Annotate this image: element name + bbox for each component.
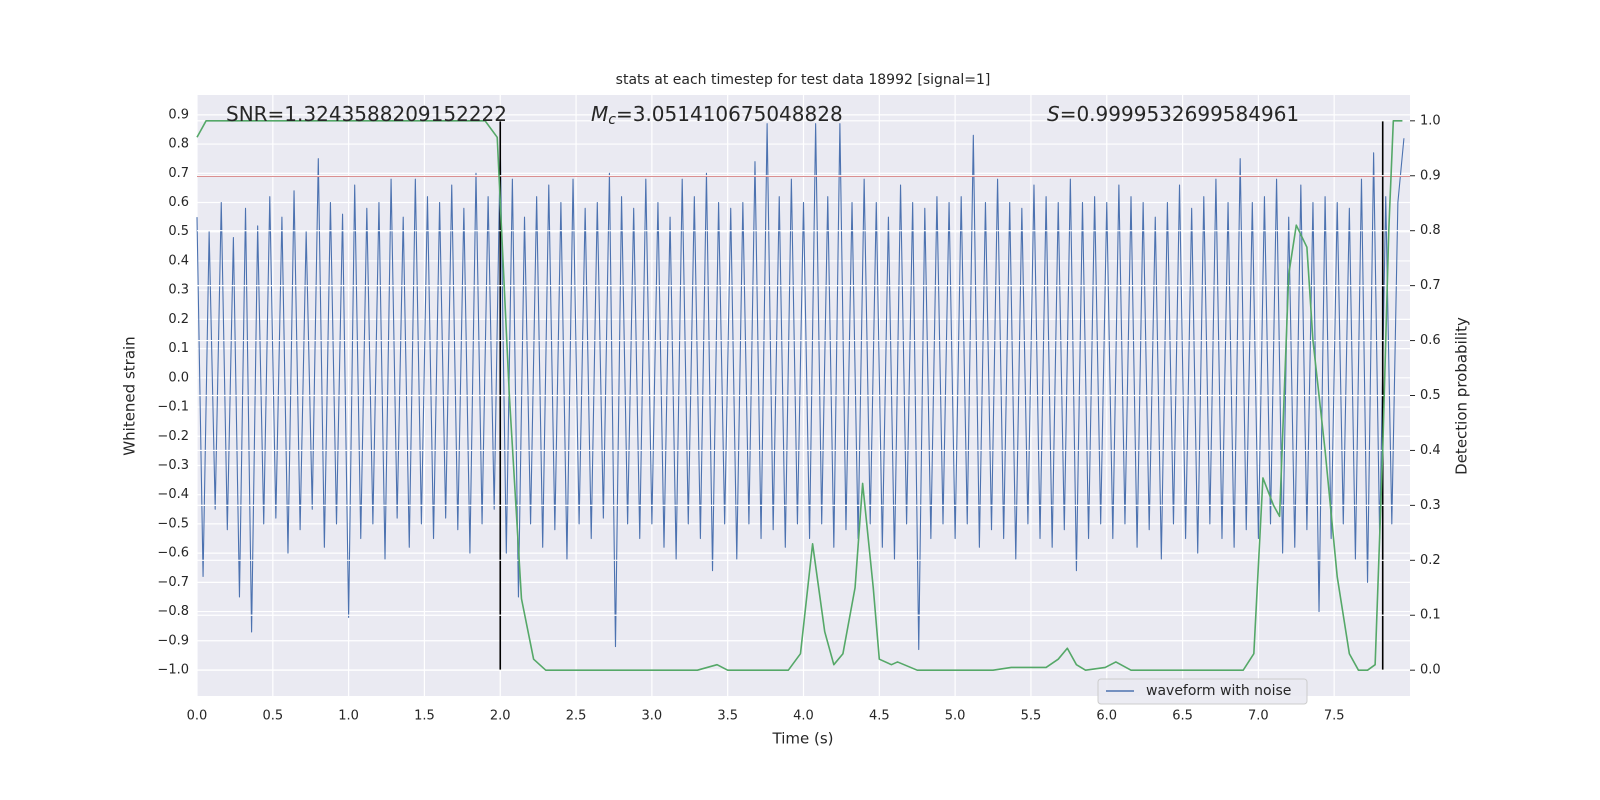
y2-tick-label: 0.1 — [1420, 608, 1441, 623]
y-tick-label: −0.7 — [157, 575, 189, 590]
y-tick-label: 0.2 — [168, 312, 189, 327]
x-tick-label: 4.0 — [793, 709, 814, 724]
x-tick-label: 1.0 — [338, 709, 359, 724]
annotation-symbol: M — [591, 102, 608, 126]
y-tick-label: −0.2 — [157, 429, 189, 444]
legend-label: waveform with noise — [1146, 683, 1291, 699]
y-tick-label: −1.0 — [157, 662, 189, 677]
annotation: SNR=1.3243588209152222 — [226, 102, 507, 126]
annotation-subscript: c — [608, 112, 616, 128]
x-tick-label: 0.5 — [262, 709, 283, 724]
y-tick-label: −0.6 — [157, 546, 189, 561]
annotation-text: =0.9999532699584961 — [1060, 102, 1299, 126]
x-tick-label: 0.0 — [187, 709, 208, 724]
y-tick-label: −0.4 — [157, 487, 189, 502]
x-tick-label: 7.0 — [1248, 709, 1269, 724]
y-tick-label: 0.1 — [168, 341, 189, 356]
chart-title: stats at each timestep for test data 189… — [616, 72, 991, 88]
x-axis-label: Time (s) — [772, 730, 834, 748]
x-tick-label: 5.0 — [945, 709, 966, 724]
y-tick-label: 0.0 — [168, 370, 189, 385]
y2-tick-label: 1.0 — [1420, 113, 1441, 128]
x-tick-label: 7.5 — [1324, 709, 1345, 724]
x-tick-label: 3.0 — [642, 709, 663, 724]
annotation: S=0.9999532699584961 — [1047, 102, 1299, 126]
annotation: Mc=3.051410675048828 — [591, 102, 843, 129]
y-tick-label: 0.5 — [168, 224, 189, 239]
y-tick-label: −0.8 — [157, 604, 189, 619]
y-tick-label: 0.8 — [168, 137, 189, 152]
x-tick-label: 1.5 — [414, 709, 435, 724]
y2-tick-label: 0.7 — [1420, 278, 1441, 293]
y2-tick-label: 0.6 — [1420, 333, 1441, 348]
y2-tick-label: 0.3 — [1420, 498, 1441, 513]
x-tick-label: 5.5 — [1021, 709, 1042, 724]
y2-tick-label: 0.9 — [1420, 168, 1441, 183]
annotation-text: SNR=1.3243588209152222 — [226, 102, 507, 126]
y-axis-label: Whitened strain — [121, 336, 139, 455]
y2-tick-label: 0.8 — [1420, 223, 1441, 238]
y-tick-label: −0.1 — [157, 400, 189, 415]
series-line — [196, 120, 1403, 671]
y2-tick-label: 0.4 — [1420, 443, 1441, 458]
x-tick-label: 2.0 — [490, 709, 511, 724]
annotation-symbol: S — [1047, 102, 1060, 126]
x-tick-label: 2.5 — [566, 709, 587, 724]
legend-box — [1097, 678, 1308, 705]
y-tick-label: −0.9 — [157, 633, 189, 648]
y2-axis-label: Detection probability — [1453, 317, 1471, 475]
y2-tick-label: 0.2 — [1420, 553, 1441, 568]
y-tick-label: 0.7 — [168, 166, 189, 181]
x-tick-label: 6.0 — [1096, 709, 1117, 724]
series-line — [196, 123, 1405, 651]
y-tick-label: −0.3 — [157, 458, 189, 473]
x-tick-label: 4.5 — [869, 709, 890, 724]
x-tick-label: 3.5 — [717, 709, 738, 724]
annotation-text: =3.051410675048828 — [616, 102, 843, 126]
y-tick-label: 0.3 — [168, 283, 189, 298]
y-tick-label: −0.5 — [157, 516, 189, 531]
y-tick-label: 0.4 — [168, 253, 189, 268]
y2-tick-label: 0.5 — [1420, 388, 1441, 403]
x-tick-label: 6.5 — [1172, 709, 1193, 724]
y2-tick-label: 0.0 — [1420, 663, 1441, 678]
y-tick-label: 0.6 — [168, 195, 189, 210]
y-tick-label: 0.9 — [168, 107, 189, 122]
